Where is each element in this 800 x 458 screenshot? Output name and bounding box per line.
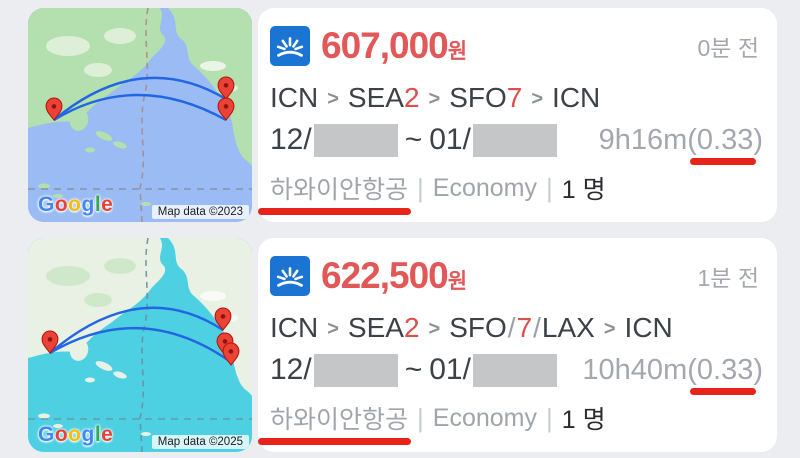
airline-name: 하와이안항공 [258,400,412,445]
route-token: 2 [403,312,420,343]
route-line: ICN > SEA 2 > SFO 7 > ICN [270,82,763,114]
google-logo-letter: l [94,193,102,216]
currency-suffix: 원 [447,40,468,63]
sunrise-airline-logo-icon [270,26,310,66]
airline-name: 하와이안항공 [258,170,412,215]
route-token: ICN [270,312,319,343]
route-token: SFO [449,312,507,343]
route-arrow-icon: > [531,87,544,110]
currency-suffix: 원 [447,270,468,293]
route-token: SFO [449,82,507,113]
date-in-prefix: 01/ [429,353,471,386]
divider: | [546,172,553,203]
route-token: ICN [270,82,319,113]
airline-cabin-row: 하와이안항공 | Economy | 1 명 [258,170,763,215]
duration: 9h16m(0.33) [599,124,763,165]
airline-cabin-row: 하와이안항공 | Economy | 1 명 [258,400,763,445]
passenger-count: 1 명 [561,176,606,204]
sunrise-icon [276,37,304,57]
route-token: ICN [624,312,673,343]
date-duration-row: 12/ ~ 01/ 10h40m(0.33) [270,353,763,395]
route-map [28,238,252,452]
ratio: (0.33) [687,124,763,165]
deal-card-body[interactable]: 622,500원 1분 전 ICN > SEA 2 > SFO/7/LAX > ICN 12/… [258,238,777,452]
price: 622,500원 [321,255,468,296]
route-token: SEA [347,312,404,343]
date-out-prefix: 12/ [270,353,312,386]
price: 607,000원 [321,25,468,66]
google-logo-letter: l [94,423,102,446]
sunrise-airline-logo-icon [270,256,310,296]
redacted-date [472,353,557,387]
date-in-prefix: 01/ [429,123,471,156]
date-duration-row: 12/ ~ 01/ 9h16m(0.33) [270,123,763,165]
map-attribution: Map data ©2023 [151,205,249,219]
route-token: / [533,312,541,343]
deal-card-body[interactable]: 607,000원 0분 전 ICN > SEA 2 > SFO 7 > ICN 12/ ~ 01… [258,8,777,222]
google-maps-logo: Google [38,423,113,447]
route-arrow-icon: > [327,317,339,340]
route-map-thumbnail[interactable]: Google Map data ©2023 [28,8,252,222]
date-separator: ~ [404,123,423,156]
redacted-date [313,353,398,387]
route-arrow-icon: > [327,87,339,110]
google-logo-letter: G [38,423,55,446]
google-logo-letter: g [81,193,95,216]
route-arrow-icon: > [428,87,441,110]
annotation-underline [258,208,412,215]
google-logo-letter: o [54,423,69,446]
annotation-underline [258,438,412,445]
route-arrow-icon: > [603,317,616,340]
redacted-date [313,123,398,157]
cabin-class: Economy [432,403,537,432]
route-token: 2 [403,82,420,113]
sunrise-icon [276,267,304,287]
duration: 10h40m(0.33) [582,354,763,395]
route-token: SEA [347,82,404,113]
divider: | [417,172,424,203]
annotation-underline [690,387,756,395]
route-token: ICN [552,82,601,113]
google-logo-letter: o [68,193,82,216]
redacted-date [472,123,557,157]
divider: | [417,402,424,433]
posted-time: 1분 전 [697,265,759,291]
date-separator: ~ [404,353,423,386]
route-arrow-icon: > [428,317,441,340]
passenger-count: 1 명 [561,406,606,434]
google-logo-letter: e [101,193,114,216]
price-row: 607,000원 0분 전 [270,25,763,67]
ratio: (0.33) [687,354,763,395]
map-attribution: Map data ©2025 [151,435,249,449]
route-token: / [507,312,516,343]
google-logo-letter: o [54,193,69,216]
google-maps-logo: Google [38,193,113,217]
price-row: 622,500원 1분 전 [270,255,763,297]
route-map [28,8,252,222]
annotation-underline [690,157,756,165]
divider: | [546,402,553,433]
route-line: ICN > SEA 2 > SFO/7/LAX > ICN [270,312,763,344]
route-token: LAX [541,312,595,343]
route-token: 7 [506,82,523,113]
deal-card[interactable]: Google Map data ©2025 [28,238,777,452]
route-token: 7 [516,312,533,343]
cabin-class: Economy [432,173,537,202]
date-out-prefix: 12/ [270,123,312,156]
route-map-thumbnail[interactable]: Google Map data ©2025 [28,238,252,452]
deal-card[interactable]: Google Map data ©2023 [28,8,777,222]
google-logo-letter: g [81,423,95,446]
google-logo-letter: G [38,193,55,216]
posted-time: 0분 전 [697,35,759,61]
google-logo-letter: e [101,423,114,446]
google-logo-letter: o [68,423,82,446]
